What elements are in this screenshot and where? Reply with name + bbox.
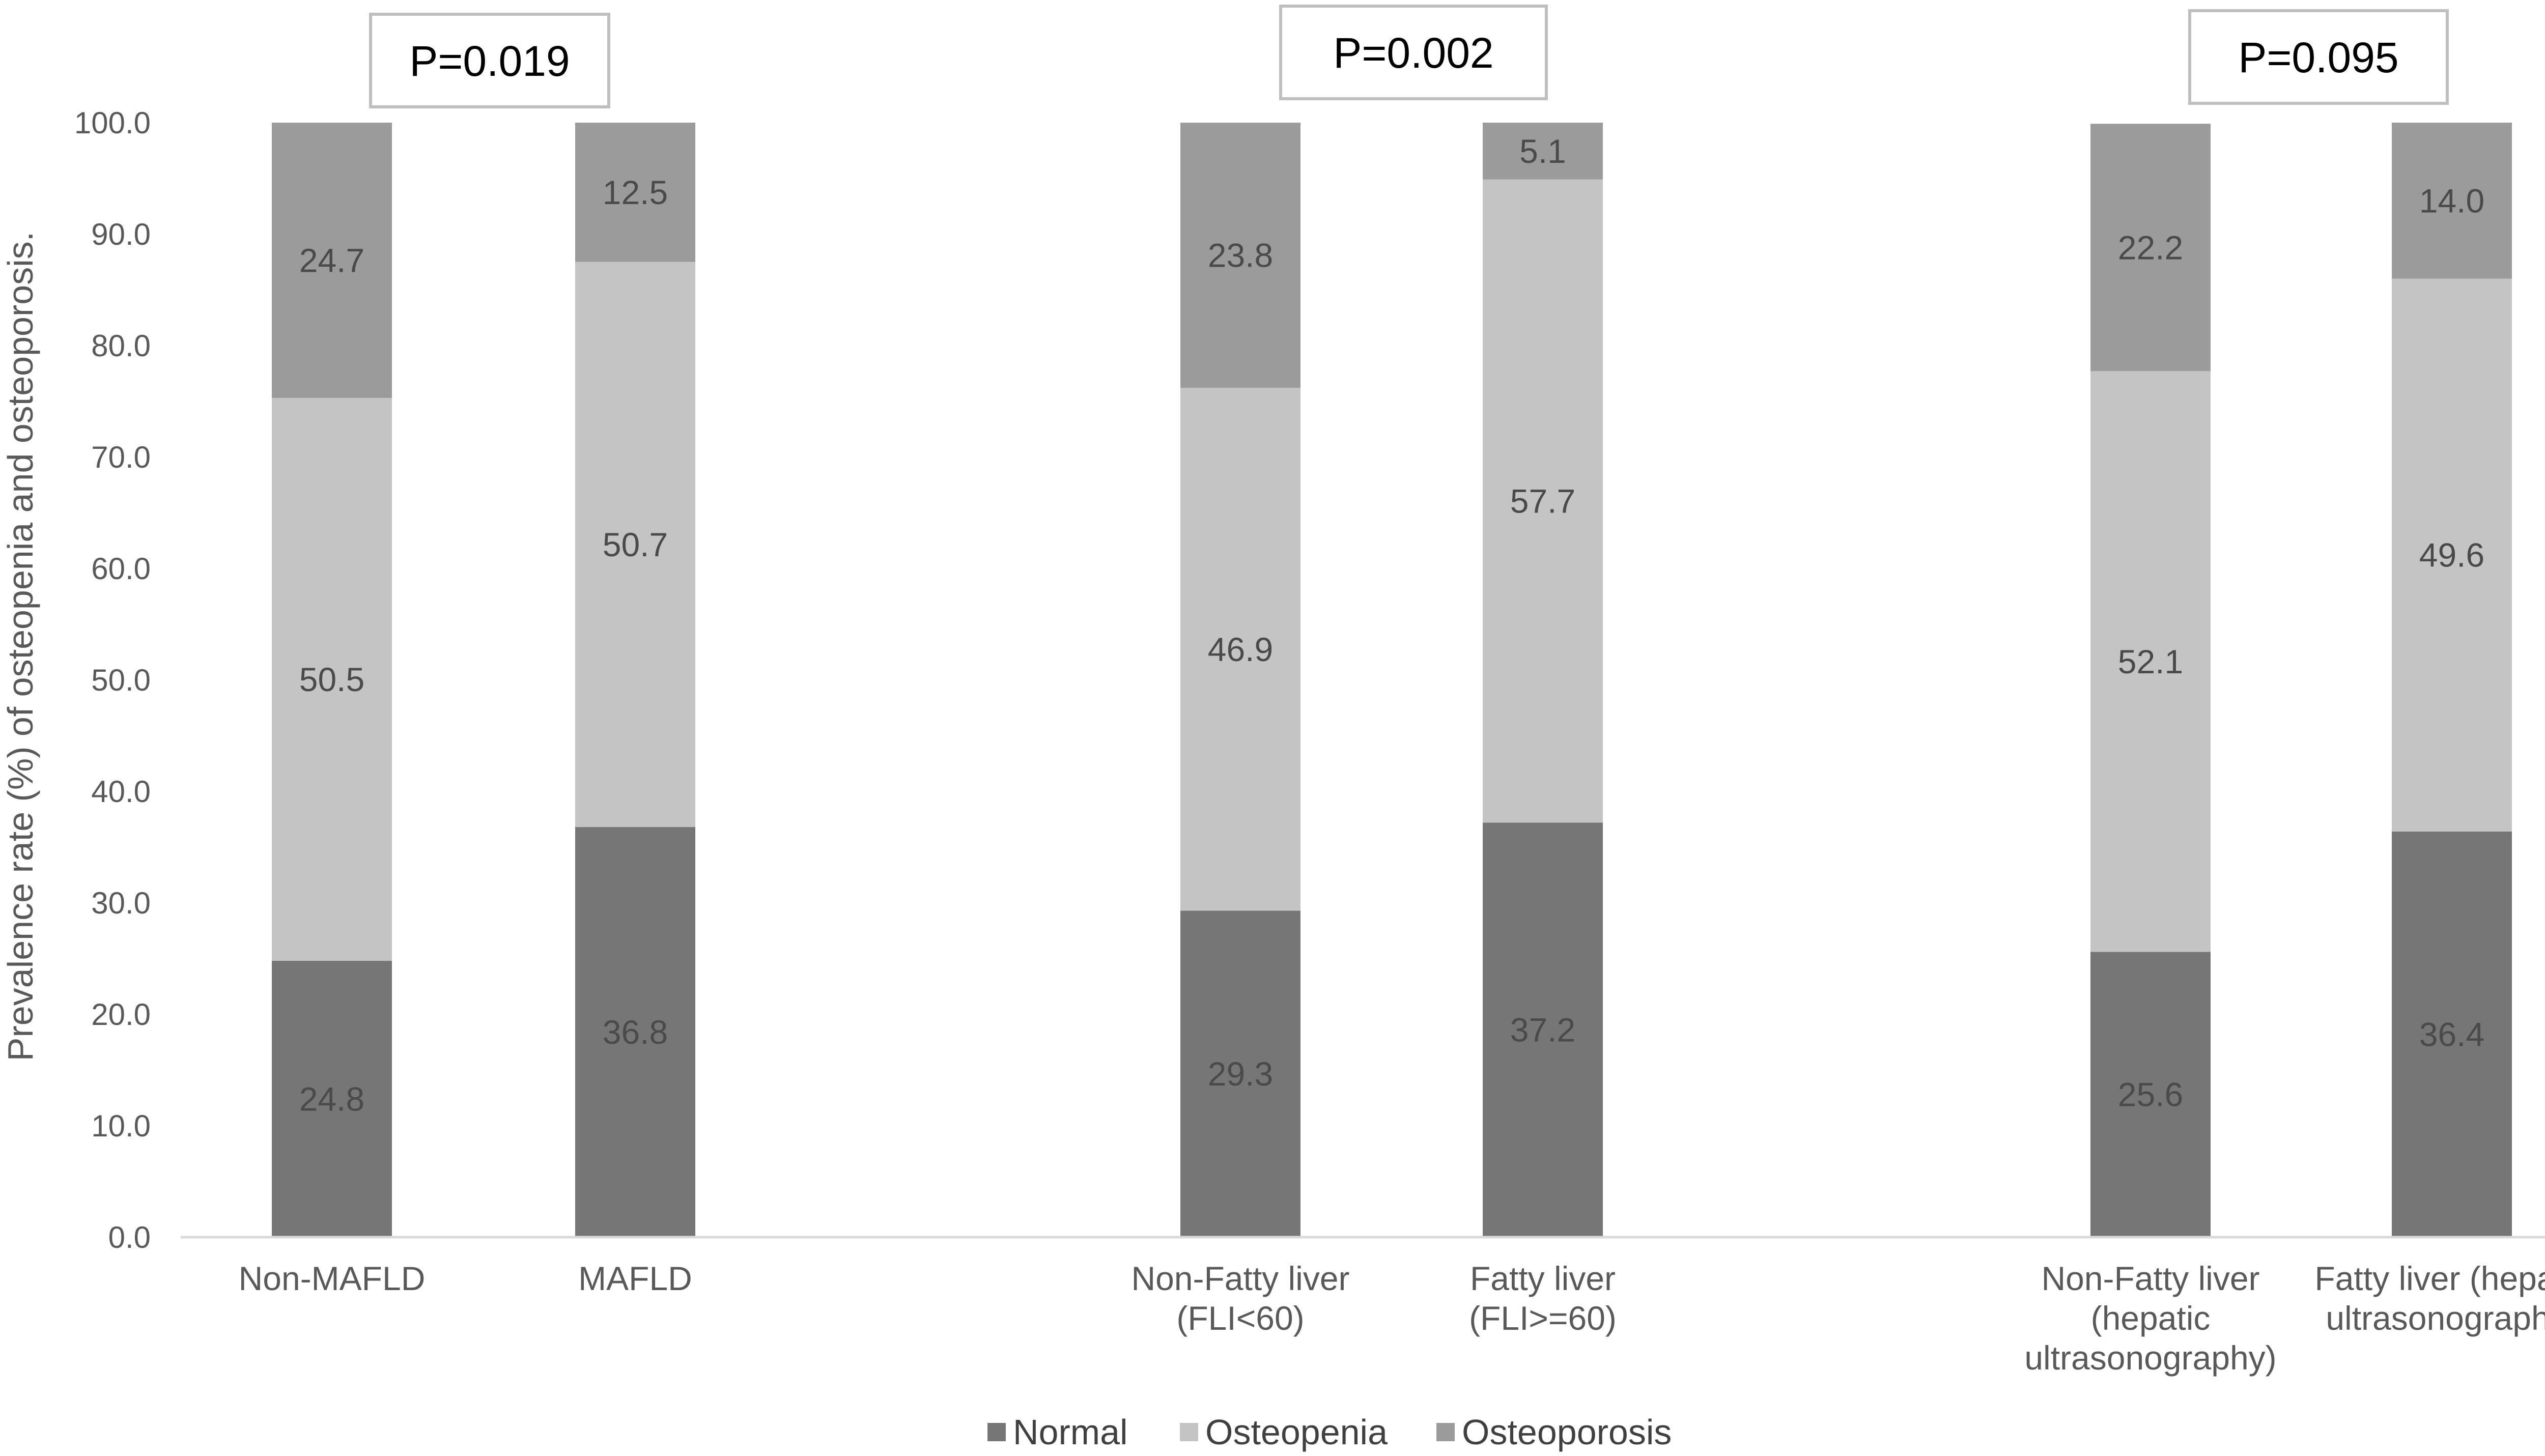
data-label: 29.3 [1208, 1055, 1273, 1093]
y-tick-label: 50.0 [91, 663, 151, 697]
bar-segment-osteoporosis [272, 123, 392, 398]
bar-segment-normal [2392, 831, 2512, 1237]
y-axis-title: Prevalence rate (%) of osteopenia and os… [1, 232, 40, 1061]
y-tick-label: 20.0 [91, 997, 151, 1032]
bars: 24.8 50.5 24.7 36.8 50.7 12.5 29.3 46.9 23.8 37.2… [272, 123, 2512, 1237]
x-axis-category-labels: Non-MAFLD MAFLD Non-Fatty liver(FLI<60)Fat… [239, 1260, 2545, 1377]
legend-swatch-osteopenia [1180, 1423, 1198, 1441]
data-label: 25.6 [2118, 1076, 2183, 1114]
legend-label: Osteopenia [1205, 1412, 1388, 1452]
bar-segment-osteopenia [2392, 278, 2512, 832]
y-tick-label: 100.0 [74, 106, 151, 140]
y-tick-label: 30.0 [91, 886, 151, 920]
data-label: 23.8 [1208, 237, 1273, 274]
data-label: 36.8 [603, 1013, 668, 1051]
legend-label: Normal [1013, 1412, 1128, 1452]
bar-segment-osteopenia [272, 397, 392, 961]
y-tick-label: 90.0 [91, 217, 151, 251]
category-label: Non-Fatty liver [1131, 1260, 1349, 1297]
bar-segment-osteopenia [575, 262, 695, 827]
y-tick-label: 10.0 [91, 1109, 151, 1143]
p-value-label: P=0.095 [2238, 34, 2398, 81]
category-label: Non-MAFLD [239, 1260, 426, 1297]
category-label: (hepatic [2091, 1299, 2211, 1337]
bar-segment-normal [2090, 952, 2211, 1237]
p-value-label: P=0.002 [1333, 29, 1493, 77]
data-label: 46.9 [1208, 631, 1273, 668]
p-value-box [369, 13, 610, 108]
category-label: Fatty liver (hepatic [2314, 1260, 2545, 1297]
category-label: (FLI<60) [1176, 1299, 1304, 1337]
category-label: ultrasonography) [2024, 1339, 2276, 1377]
data-label: 37.2 [1510, 1011, 1575, 1049]
bar-segment-osteoporosis [2392, 123, 2512, 279]
data-label: 14.0 [2419, 182, 2484, 219]
y-tick-label: 70.0 [91, 440, 151, 474]
y-tick-label: 40.0 [91, 775, 151, 809]
legend-label: Osteoporosis [1462, 1412, 1672, 1452]
p-value-box [1279, 5, 1548, 100]
category-label: (FLI>=60) [1469, 1299, 1617, 1337]
bar-segment-normal [575, 827, 695, 1237]
legend: Normal Osteopenia Osteoporosis [987, 1412, 1672, 1452]
y-tick-label: 60.0 [91, 552, 151, 586]
data-label: 5.1 [1519, 132, 1566, 170]
bar-segment-normal [1180, 910, 1300, 1237]
p-value-annotations: P=0.019 P=0.002 P=0.095 [369, 5, 2449, 108]
bar-segment-osteoporosis [575, 123, 695, 262]
data-label: 36.4 [2419, 1015, 2484, 1053]
y-tick-label: 80.0 [91, 329, 151, 363]
data-label: 22.2 [2118, 229, 2183, 266]
legend-swatch-normal [987, 1423, 1006, 1441]
data-label: 57.7 [1510, 482, 1575, 520]
data-label: 50.7 [603, 526, 668, 563]
category-label: Non-Fatty liver [2041, 1260, 2259, 1297]
category-label: MAFLD [578, 1260, 692, 1297]
bar-segment-osteoporosis [2090, 124, 2211, 372]
bar-segment-osteopenia [2090, 371, 2211, 952]
p-value-label: P=0.019 [409, 37, 570, 85]
y-tick-label: 0.0 [108, 1220, 151, 1254]
bar-segment-normal [1483, 822, 1603, 1237]
bar-segment-normal [272, 960, 392, 1237]
data-label: 12.5 [603, 174, 668, 211]
data-label: 24.8 [299, 1080, 364, 1118]
category-label: Fatty liver [1470, 1260, 1616, 1297]
bar-segment-osteopenia [1483, 179, 1603, 823]
data-label: 24.7 [299, 241, 364, 279]
bar-segment-osteopenia [1180, 388, 1300, 911]
p-value-box [2188, 9, 2449, 105]
data-label: 49.6 [2419, 536, 2484, 574]
data-label: 52.1 [2118, 643, 2183, 680]
category-label: ultrasonography) [2326, 1299, 2545, 1337]
legend-swatch-osteoporosis [1436, 1423, 1455, 1441]
data-label: 50.5 [299, 661, 364, 698]
y-axis-ticks: 0.0 10.0 20.0 30.0 40.0 50.0 60.0 70.0 80.0 90.0 1… [74, 106, 151, 1254]
bar-segment-osteoporosis [1180, 123, 1300, 388]
bar-segment-osteoporosis [1483, 123, 1603, 180]
